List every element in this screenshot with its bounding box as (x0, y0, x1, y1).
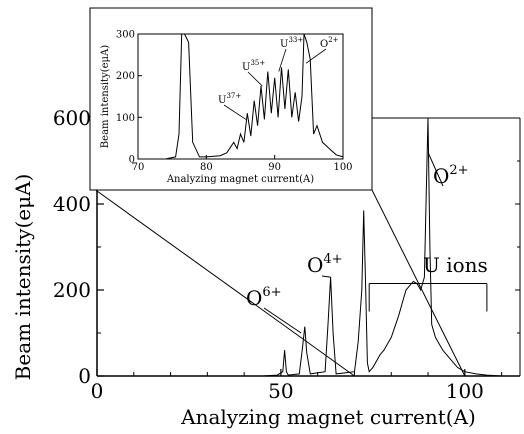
inset-y-tick-label: 100 (116, 113, 135, 124)
main-y-tick-label: 400 (53, 192, 91, 216)
inset-peak-pointer (223, 104, 247, 120)
main-x-tick-label: 50 (268, 379, 293, 403)
inset-peak-pointer (247, 71, 263, 87)
inset-series-line (138, 33, 344, 160)
main-y-tick-label: 600 (53, 106, 91, 130)
inset-frame (89, 7, 373, 191)
inset-tick-labels: 70 80 90 100 0 100 200 300 (116, 30, 353, 174)
inset-y-tick-label: 200 (116, 71, 135, 82)
main-series-line (262, 117, 502, 377)
inset-peak-pointer (305, 48, 327, 64)
main-y-tick-label: 0 (78, 364, 91, 388)
main-x-axis-label: Analyzing magnet current(A) (180, 405, 476, 429)
main-x-tick-label: 0 (91, 379, 104, 403)
inset-connector-left (89, 185, 355, 377)
inset-y-axis-label: Beam intensity(eμA) (100, 45, 111, 148)
inset-peak-pointer (278, 48, 287, 72)
inset-axes-box (137, 33, 344, 160)
main-peak-label: O6+ (246, 285, 282, 310)
main-tick-labels: 0 50 100 0 200 400 600 (53, 106, 484, 403)
inset-connector-right (371, 189, 466, 377)
inset-x-tick-label: 80 (200, 162, 213, 173)
inset-x-axis-label: Analyzing magnet current(A) (166, 174, 314, 185)
inset-y-tick-label: 300 (116, 30, 135, 41)
main-y-axis-label: Beam intensity(eμA) (11, 174, 35, 381)
inset-y-tick-label: 0 (129, 155, 135, 166)
main-y-tick-label: 200 (53, 278, 91, 302)
main-peak-pointer (427, 152, 444, 187)
main-x-tick-label: 100 (446, 379, 484, 403)
main-peak-label: O4+ (307, 252, 343, 277)
inset-x-tick-label: 90 (268, 162, 281, 173)
inset-x-tick-label: 70 (132, 162, 145, 173)
inset-x-tick-label: 100 (333, 162, 352, 173)
u-ions-label: U ions (423, 253, 488, 277)
main-peak-pointer (321, 275, 331, 278)
main-peak-pointer (263, 307, 302, 334)
